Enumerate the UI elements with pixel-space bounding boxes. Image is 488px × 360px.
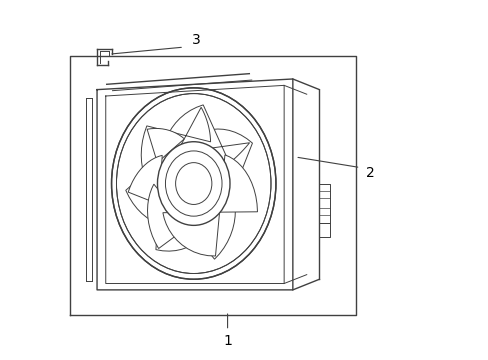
Polygon shape — [125, 129, 184, 225]
Polygon shape — [193, 129, 255, 209]
Text: 2: 2 — [365, 166, 374, 180]
Polygon shape — [163, 155, 257, 256]
Text: 1: 1 — [223, 334, 231, 348]
Ellipse shape — [165, 151, 222, 216]
Polygon shape — [147, 184, 235, 259]
Polygon shape — [162, 105, 249, 163]
Ellipse shape — [175, 163, 211, 204]
Ellipse shape — [175, 163, 211, 204]
Ellipse shape — [157, 142, 229, 225]
Ellipse shape — [157, 142, 229, 225]
Polygon shape — [128, 155, 211, 251]
Text: 3: 3 — [191, 33, 200, 47]
Polygon shape — [141, 107, 210, 194]
Ellipse shape — [165, 151, 222, 216]
